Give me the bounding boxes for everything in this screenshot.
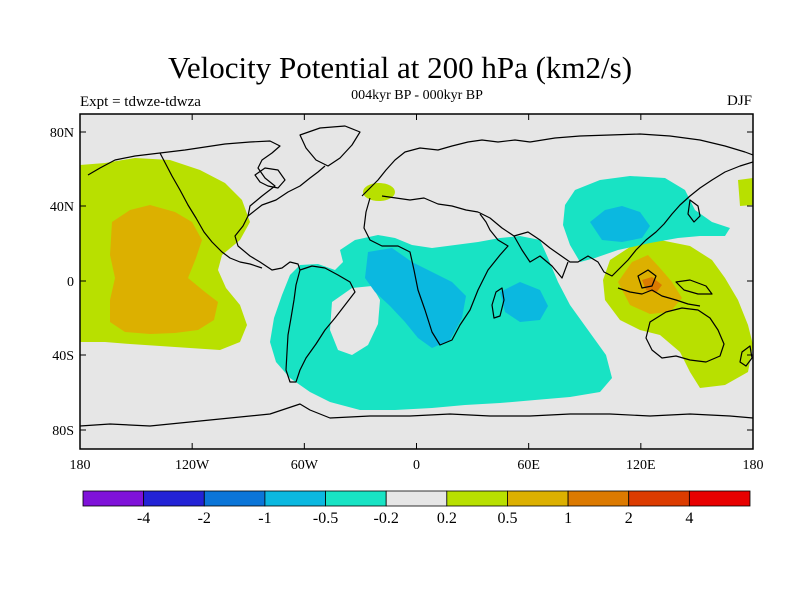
legend-swatch bbox=[203, 490, 266, 507]
north-america-east-coast bbox=[247, 165, 326, 217]
legend-swatch bbox=[264, 490, 326, 507]
north-america-coast bbox=[87, 140, 301, 271]
lon-tick-label: 0 bbox=[413, 458, 420, 473]
legend-swatch bbox=[143, 490, 205, 507]
legend-swatch bbox=[628, 490, 690, 507]
legend-swatch bbox=[385, 490, 448, 507]
plot-subtitle: 004kyr BP - 000kyr BP bbox=[351, 88, 483, 103]
australia-coast bbox=[645, 307, 725, 363]
hudson-bay bbox=[254, 167, 286, 189]
legend-label: 1 bbox=[564, 510, 572, 527]
greenland-coast bbox=[299, 125, 361, 167]
south-america-coast bbox=[285, 265, 356, 383]
lon-tick-label: 60E bbox=[517, 458, 540, 473]
madagascar-coast bbox=[491, 287, 505, 319]
borneo-coast bbox=[637, 269, 657, 289]
legend-label: 0.5 bbox=[497, 510, 517, 527]
indonesia-coast bbox=[617, 287, 701, 307]
new-zealand-coast bbox=[739, 345, 753, 367]
asia-north-coast bbox=[529, 133, 753, 156]
season-label: DJF bbox=[726, 93, 752, 109]
africa-coast bbox=[363, 197, 509, 346]
japan-coast bbox=[687, 199, 701, 223]
pacific-strong-positive-region bbox=[110, 205, 218, 334]
date-line-positive-region bbox=[738, 178, 753, 206]
plot-title: Velocity Potential at 200 hPa (km2/s) bbox=[167, 50, 633, 85]
north-africa-positive-blob bbox=[363, 183, 395, 201]
arabia-india-coast bbox=[513, 235, 569, 279]
lat-tick-label: 40S bbox=[52, 349, 74, 364]
legend-swatch bbox=[507, 490, 569, 507]
legend-label: -1 bbox=[258, 510, 271, 527]
map-field bbox=[80, 114, 753, 449]
longitude-axis: 180 120W 60W 0 60E 120E 180 bbox=[70, 114, 764, 473]
europe-coast bbox=[361, 139, 531, 197]
lat-tick-label: 0 bbox=[67, 275, 74, 290]
mediterranean-coast bbox=[381, 195, 479, 213]
legend-label: -2 bbox=[198, 510, 211, 527]
coastlines bbox=[80, 125, 753, 427]
lon-tick-label: 120W bbox=[175, 458, 210, 473]
south-atlantic-neutral-hole bbox=[330, 286, 380, 355]
antarctica-coast bbox=[80, 403, 753, 427]
legend-label: -0.5 bbox=[313, 510, 338, 527]
legend-swatch bbox=[325, 490, 387, 507]
legend-label: 4 bbox=[685, 510, 693, 527]
lon-tick-label: 120E bbox=[626, 458, 656, 473]
new-guinea-coast bbox=[675, 279, 713, 295]
legend-label: -4 bbox=[137, 510, 150, 527]
legend-swatch bbox=[567, 490, 630, 507]
legend-label: -0.2 bbox=[374, 510, 399, 527]
asia-coast bbox=[477, 161, 753, 277]
asia-strong-negative-region bbox=[590, 206, 650, 242]
lat-tick-label: 80N bbox=[50, 126, 74, 141]
legend-label: 0.2 bbox=[437, 510, 457, 527]
lon-tick-label: 180 bbox=[743, 458, 764, 473]
latitude-axis: 80N 40N 0 40S 80S bbox=[50, 126, 753, 439]
legend-swatch bbox=[688, 490, 751, 507]
africa-strong-negative-region bbox=[365, 248, 466, 348]
lon-tick-label: 180 bbox=[70, 458, 91, 473]
legend-label: 2 bbox=[625, 510, 633, 527]
indian-strong-negative-region bbox=[500, 282, 548, 322]
lat-tick-label: 80S bbox=[52, 424, 74, 439]
north-america-west-coast bbox=[159, 152, 263, 269]
lat-tick-label: 40N bbox=[50, 200, 74, 215]
lon-tick-label: 60W bbox=[291, 458, 319, 473]
legend-swatch bbox=[82, 490, 145, 507]
experiment-label: Expt = tdwze-tdwza bbox=[80, 94, 201, 110]
legend-swatch bbox=[446, 490, 508, 507]
color-legend: -4 -2 -1 -0.5 -0.2 0.2 0.5 1 2 4 bbox=[82, 490, 751, 527]
